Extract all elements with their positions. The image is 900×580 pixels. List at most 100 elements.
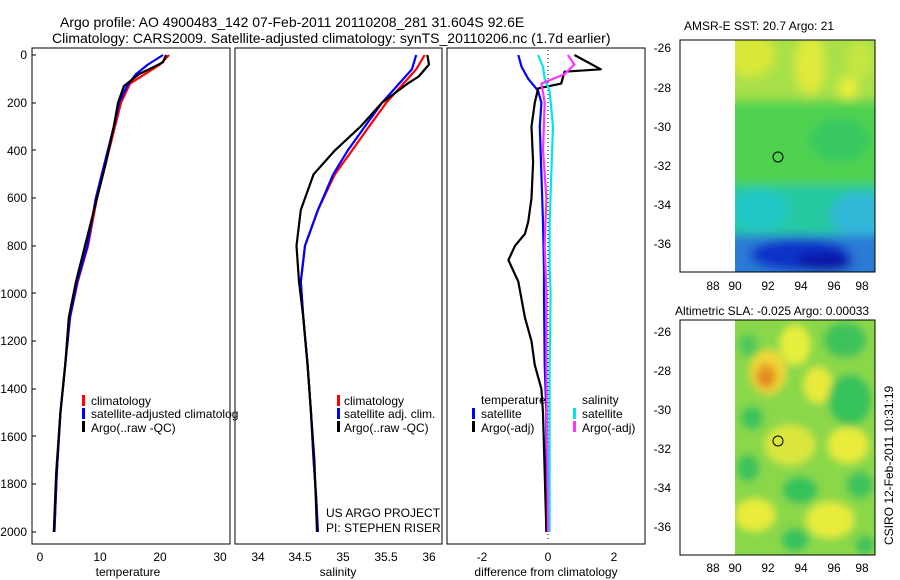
- pi-annotation: PI: STEPHEN RISER: [326, 521, 441, 535]
- salinity-profiles: [295, 54, 431, 533]
- sst-lat--36: -36: [654, 237, 672, 251]
- series-line-salinity-argo-adj-: [540, 54, 576, 533]
- ytick-800: 800: [7, 239, 27, 253]
- legend-swatch-satellite: [337, 408, 340, 419]
- sst-argo-marker: [772, 151, 784, 163]
- legend-swatch-satellite: [82, 408, 85, 419]
- header-line2: Climatology: CARS2009. Satellite-adjuste…: [52, 30, 610, 46]
- difference-xticks: -2 0 2: [477, 550, 618, 564]
- sst-lon-96: 96: [827, 279, 841, 293]
- legend-label-argo: Argo(..raw -QC): [91, 421, 176, 435]
- ytick-1200: 1200: [0, 334, 27, 348]
- side-timestamp: CSIRO 12-Feb-2011 10:31:19: [882, 385, 896, 545]
- sla-lat--32: -32: [654, 442, 672, 456]
- sst-blank-area: [680, 40, 735, 272]
- sla-lon-axis: 88 90 92 94 96 98: [706, 561, 869, 575]
- project-annotation: US ARGO PROJECT: [326, 506, 441, 520]
- legend-swatch-sal-satellite: [573, 408, 576, 419]
- sla-lon-88: 88: [706, 561, 720, 575]
- sal-xtick-35.5: 35.5: [374, 550, 398, 564]
- sla-lat--36: -36: [654, 520, 672, 534]
- sst-lon-98: 98: [855, 279, 869, 293]
- legend-swatch-sal-argo: [573, 421, 576, 432]
- sal-xtick-34.5: 34.5: [288, 550, 312, 564]
- ytick-1400: 1400: [0, 382, 27, 396]
- temp-xtick-30: 30: [213, 550, 227, 564]
- sla-lon-90: 90: [728, 561, 742, 575]
- sst-lat--30: -30: [654, 120, 672, 134]
- ytick-1800: 1800: [0, 477, 27, 491]
- ytick-1600: 1600: [0, 430, 27, 444]
- temperature-panel: [31, 47, 231, 545]
- legend-label-climatology: climatology: [344, 394, 404, 408]
- sst-lon-axis: 88 90 92 94 96 98: [706, 279, 869, 293]
- ytick-2000: 2000: [0, 525, 27, 539]
- ytick-400: 400: [7, 144, 27, 158]
- sla-lon-92: 92: [761, 561, 775, 575]
- sst-lat--28: -28: [654, 81, 672, 95]
- temperature-xticks: 0 10 20 30: [37, 550, 227, 564]
- temperature-legend: climatology satellite-adjusted climatolo…: [82, 394, 238, 435]
- temp-xtick-0: 0: [37, 550, 44, 564]
- legend-label-temp-satellite: satellite: [481, 407, 522, 421]
- sst-lat--32: -32: [654, 159, 672, 173]
- sla-heatmap: [735, 320, 875, 555]
- diff-xtick-0: 0: [545, 550, 552, 564]
- legend-label-temp-argo: Argo(-adj): [481, 421, 534, 435]
- legend-label-argo: Argo(..raw -QC): [344, 421, 429, 435]
- legend-swatch-climatology: [337, 395, 340, 406]
- legend-label-satellite: satellite adj. clim.: [344, 407, 435, 421]
- diff-xtick-2: 2: [611, 550, 618, 564]
- temp-xtick-10: 10: [93, 550, 107, 564]
- ytick-600: 600: [7, 191, 27, 205]
- sst-lat-axis: -26 -28 -30 -32 -34 -36: [654, 41, 672, 251]
- legend-heading-salinity: salinity: [582, 393, 619, 407]
- salinity-panel: [234, 47, 443, 545]
- sla-lat--26: -26: [654, 325, 672, 339]
- sla-map-title: Altimetric SLA: -0.025 Argo: 0.00033: [675, 304, 869, 318]
- legend-label-sal-satellite: satellite: [582, 407, 623, 421]
- series-line-temperature-argo-adj-: [507, 54, 602, 533]
- header-line1: Argo profile: AO 4900483_142 07-Feb-2011…: [60, 14, 524, 30]
- legend-swatch-argo: [337, 421, 340, 432]
- series-line-salinity-satellite: [537, 54, 555, 532]
- temperature-axis-label: temperature: [96, 565, 161, 579]
- ytick-0: 0: [20, 48, 27, 62]
- salinity-xticks: 34 34.5 35 35.5 36: [251, 550, 436, 564]
- sst-map-title: AMSR-E SST: 20.7 Argo: 21: [684, 19, 834, 33]
- sst-lon-90: 90: [728, 279, 742, 293]
- sla-lat--30: -30: [654, 403, 672, 417]
- series-line-argo-raw-qc-: [52, 54, 168, 533]
- sla-blank-area: [680, 320, 735, 555]
- legend-label-climatology: climatology: [91, 394, 151, 408]
- sla-lat--34: -34: [654, 481, 672, 495]
- series-line-argo-raw-qc-: [295, 54, 431, 533]
- sal-xtick-34: 34: [251, 550, 265, 564]
- sal-xtick-35: 35: [336, 550, 350, 564]
- legend-swatch-climatology: [82, 395, 85, 406]
- sst-lon-94: 94: [794, 279, 808, 293]
- sla-map-frame: [679, 319, 876, 556]
- sla-lat-axis: -26 -28 -30 -32 -34 -36: [654, 325, 672, 534]
- legend-swatch-argo: [82, 421, 85, 432]
- sla-lon-94: 94: [794, 561, 808, 575]
- sst-map-frame: [679, 39, 876, 273]
- difference-axis-label: difference from climatology: [474, 565, 617, 579]
- temp-xtick-20: 20: [153, 550, 167, 564]
- temperature-profiles: [52, 54, 170, 533]
- sst-lat--26: -26: [654, 41, 672, 55]
- salinity-legend: climatology satellite adj. clim. Argo(..…: [337, 394, 435, 435]
- sst-lon-88: 88: [706, 279, 720, 293]
- diff-xtick-m2: -2: [477, 550, 488, 564]
- legend-swatch-temp-argo: [472, 421, 475, 432]
- sla-lon-98: 98: [855, 561, 869, 575]
- sst-heatmap: [735, 40, 875, 272]
- sst-lon-92: 92: [761, 279, 775, 293]
- difference-profiles: [507, 54, 602, 533]
- sal-xtick-36: 36: [422, 550, 436, 564]
- legend-swatch-temp-satellite: [472, 408, 475, 419]
- legend-heading-temperature: temperature: [481, 393, 546, 407]
- sla-lat--28: -28: [654, 364, 672, 378]
- legend-label-sal-argo: Argo(-adj): [582, 421, 635, 435]
